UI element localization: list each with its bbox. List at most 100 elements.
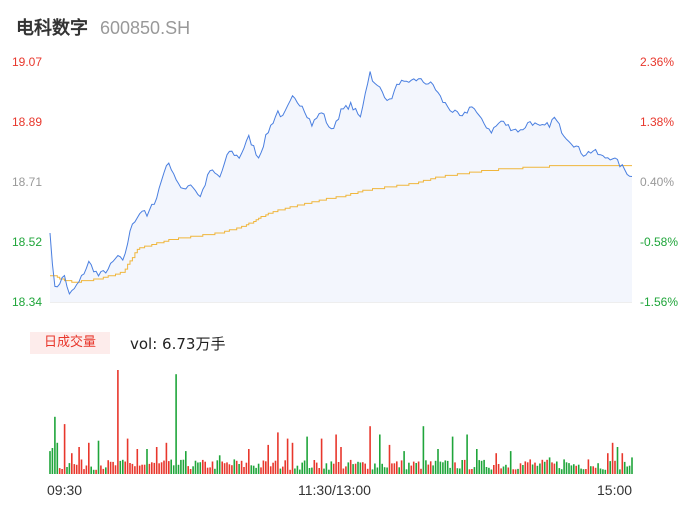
x-tick-label: 11:30/13:00 [298, 482, 371, 498]
volume-bar [323, 468, 325, 474]
volume-bar [318, 468, 320, 474]
volume-bar [556, 461, 558, 474]
volume-bar [299, 469, 301, 474]
volume-bar [315, 462, 318, 474]
volume-bar [313, 460, 316, 474]
volume-bar [143, 464, 146, 474]
volume-bar [592, 466, 594, 474]
volume-bar [512, 469, 514, 474]
volume-bar [54, 416, 56, 474]
volume-bar [158, 463, 160, 474]
volume-bar [151, 462, 153, 474]
volume-bar [296, 465, 299, 474]
volume-value: vol: 6.73万手 [130, 335, 226, 353]
volume-bar [534, 462, 536, 474]
volume-bar [199, 462, 202, 474]
volume-bar [235, 460, 238, 474]
volume-bar [425, 460, 427, 474]
volume-bar [539, 463, 541, 474]
price-line [49, 71, 633, 295]
volume-bar [376, 467, 379, 474]
volume-bar [597, 463, 599, 474]
volume-bar [138, 465, 141, 474]
volume-bar [461, 460, 463, 474]
volume-bar [371, 469, 374, 474]
volume-bar [420, 468, 422, 474]
volume-bar [78, 447, 80, 474]
volume-bar [553, 463, 556, 474]
volume-bar [221, 461, 223, 474]
volume-bar [580, 468, 582, 474]
volume-bar [468, 469, 471, 474]
volume-bar [284, 460, 286, 474]
volume-bar [332, 463, 335, 474]
y-left-tick-label: 19.07 [12, 55, 43, 69]
volume-bar [626, 466, 628, 474]
volume-bar [405, 469, 408, 474]
volume-bar [412, 461, 415, 474]
volume-bar [522, 465, 524, 474]
volume-bar [141, 464, 143, 474]
volume-badge[interactable]: 日成交量 [30, 332, 110, 354]
volume-bar [306, 436, 308, 474]
price-area [50, 71, 632, 302]
volume-bar [320, 438, 323, 474]
volume-bar [616, 447, 619, 474]
volume-bar [260, 467, 262, 474]
y-left-tick-label: 18.52 [12, 235, 43, 249]
volume-bar [388, 444, 391, 474]
volume-bar [422, 426, 425, 474]
volume-bar [570, 465, 573, 474]
volume-bar [250, 465, 253, 474]
volume-bar [451, 436, 454, 474]
volume-bar [398, 467, 400, 474]
volume-bar [206, 467, 209, 474]
volume-bar [311, 467, 313, 474]
x-tick-label: 09:30 [47, 482, 83, 498]
volume-bar [359, 462, 362, 474]
volume-bar [170, 459, 172, 474]
volume-bar [160, 462, 163, 474]
volume-bar [328, 469, 330, 474]
volume-bar [97, 440, 100, 474]
volume-bar [437, 449, 439, 474]
volume-bar [354, 463, 357, 474]
volume-bar [117, 370, 119, 474]
y-left-tick-label: 18.89 [12, 115, 43, 129]
volume-bar [175, 374, 177, 474]
volume-bar [568, 463, 570, 474]
volume-bar [485, 467, 488, 474]
volume-bar [168, 461, 170, 474]
volume-bar [611, 442, 614, 474]
volume-bar [272, 462, 274, 474]
volume-bar [349, 459, 352, 474]
volume-bar [408, 462, 410, 474]
volume-bar [587, 459, 590, 474]
volume-bar [56, 442, 59, 474]
volume-bar [594, 467, 597, 474]
volume-bar [182, 459, 185, 474]
volume-bar [109, 461, 112, 474]
y-right-tick-label: -0.58% [640, 235, 679, 249]
volume-bar [88, 442, 90, 474]
volume-bar [136, 449, 139, 474]
volume-bar [330, 461, 333, 474]
volume-bar [391, 463, 393, 474]
y-right-tick-label: 0.40% [640, 175, 675, 189]
volume-bar [80, 459, 83, 474]
volume-bar [342, 468, 345, 474]
volume-bar [146, 449, 148, 474]
volume-bar [340, 447, 342, 474]
y-left-tick-label: 18.71 [12, 175, 43, 189]
volume-bar [90, 466, 92, 474]
volume-bar [383, 467, 386, 474]
volume-bar [602, 469, 604, 474]
volume-bar [386, 467, 388, 474]
volume-bar [490, 469, 493, 474]
volume-bar [228, 464, 231, 474]
volume-bar [180, 459, 182, 474]
volume-bar [466, 434, 468, 474]
volume-bar [223, 463, 226, 474]
volume-bar [543, 461, 546, 474]
volume-bar [628, 465, 631, 474]
